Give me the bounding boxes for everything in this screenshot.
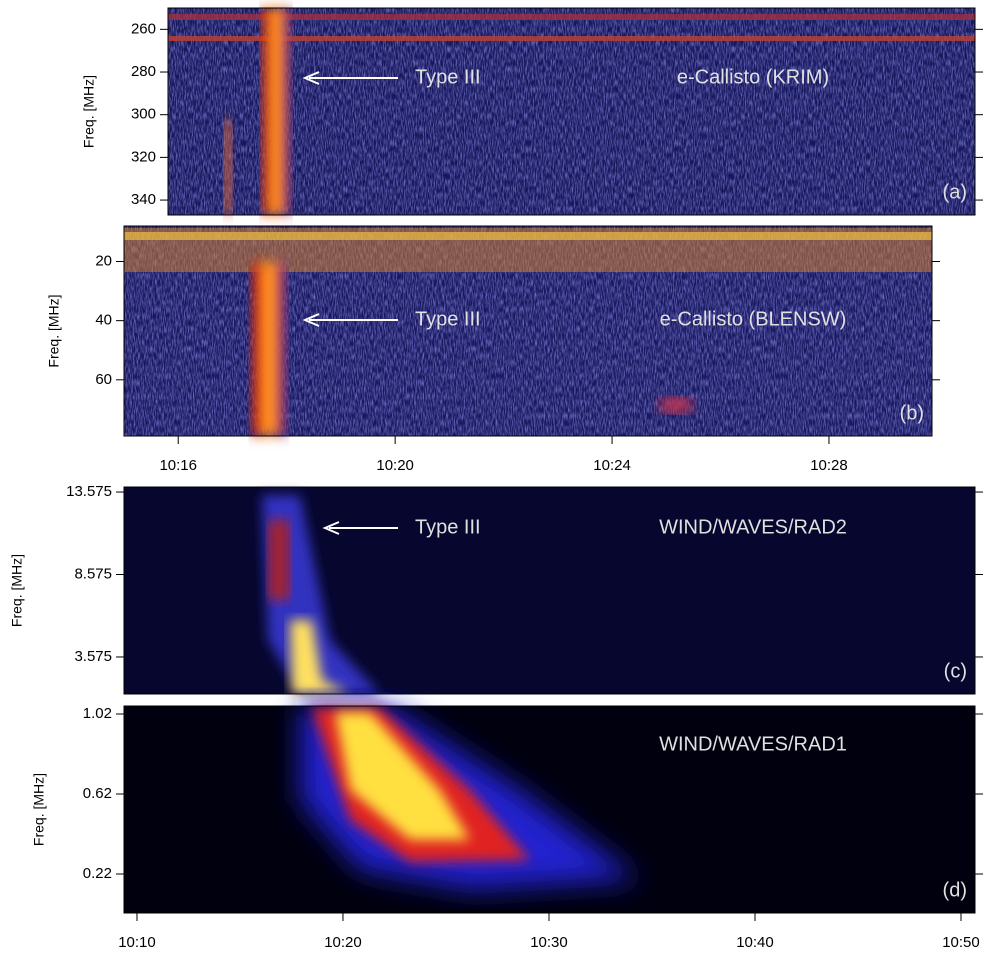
y-tick-label: 320 (131, 148, 156, 165)
plot-layers: 260 280 300 320 340 Freq. [MHz] Type III e-Call… (9, 7, 983, 951)
burst (262, 8, 290, 215)
arrow-head (302, 313, 320, 327)
annotation: Type III (415, 308, 481, 330)
y-tick-label: 8.575 (74, 565, 112, 582)
y-axis-label: Freq. [MHz] (9, 554, 25, 627)
y-tick-label: 300 (131, 106, 156, 123)
y-tick-label: 40 (95, 312, 112, 329)
horizontal-band (124, 232, 932, 240)
plot-frame (123, 225, 933, 437)
burst (290, 620, 350, 694)
plot-frame (123, 705, 976, 914)
y-tick-label: 280 (131, 63, 156, 80)
y-tick-label: 60 (95, 371, 112, 388)
arrow-head (302, 71, 320, 85)
plot-frame (123, 486, 976, 695)
arrow-head (322, 521, 340, 535)
x-tick-label: 10:50 (942, 934, 980, 951)
annotation: Type III (415, 516, 481, 538)
y-axis-label: Freq. [MHz] (81, 75, 97, 148)
panel-label: (b) (900, 402, 924, 424)
burst (335, 712, 470, 840)
y-tick-label: 1.02 (83, 705, 112, 722)
instrument-label: WIND/WAVES/RAD2 (659, 516, 847, 538)
instrument-label: e-Callisto (KRIM) (677, 66, 829, 88)
plot-background (124, 487, 975, 694)
x-tick-label: 10:20 (324, 934, 362, 951)
x-tick-label: 10:40 (736, 934, 774, 951)
panel: 260 280 300 320 340 Freq. [MHz] Type III e-Call… (81, 7, 983, 216)
instrument-label: e-Callisto (BLENSW) (660, 308, 847, 330)
panel: 20 40 60 10:16 10:20 10:24 10:28 Freq. [MHz] Typ… (46, 225, 940, 474)
burst (224, 120, 232, 215)
x-tick-label: 10:10 (118, 934, 156, 951)
y-tick-label: 20 (95, 252, 112, 269)
horizontal-band (168, 36, 975, 41)
y-tick-label: 13.575 (66, 483, 112, 500)
plot-frame (167, 7, 976, 216)
instrument-label: WIND/WAVES/RAD1 (659, 733, 847, 755)
y-tick-label: 340 (131, 191, 156, 208)
burst (252, 262, 286, 436)
panel: 1.02 0.62 0.22 10:10 10:20 10:30 10:40 10:50 Fre… (31, 705, 983, 951)
panel-label: (c) (944, 660, 967, 682)
x-tick-label: 10:24 (593, 457, 631, 474)
y-axis-label: Freq. [MHz] (31, 773, 47, 846)
x-tick-label: 10:16 (159, 457, 197, 474)
y-tick-label: 3.575 (74, 648, 112, 665)
y-tick-label: 0.62 (83, 785, 112, 802)
panel-label: (d) (943, 879, 967, 901)
noise (168, 8, 975, 215)
annotation: Type III (415, 66, 481, 88)
horizontal-band (168, 14, 975, 20)
panel-label: (a) (943, 181, 967, 203)
burst (268, 520, 290, 600)
y-tick-label: 0.22 (83, 865, 112, 882)
x-tick-label: 10:28 (810, 457, 848, 474)
blob (658, 397, 694, 413)
x-tick-label: 10:20 (376, 457, 414, 474)
panel: 13.575 8.575 3.575 Freq. [MHz] Type III WIND/… (9, 483, 983, 695)
y-tick-label: 260 (131, 20, 156, 37)
x-tick-label: 10:30 (530, 934, 568, 951)
y-axis-label: Freq. [MHz] (46, 294, 62, 367)
